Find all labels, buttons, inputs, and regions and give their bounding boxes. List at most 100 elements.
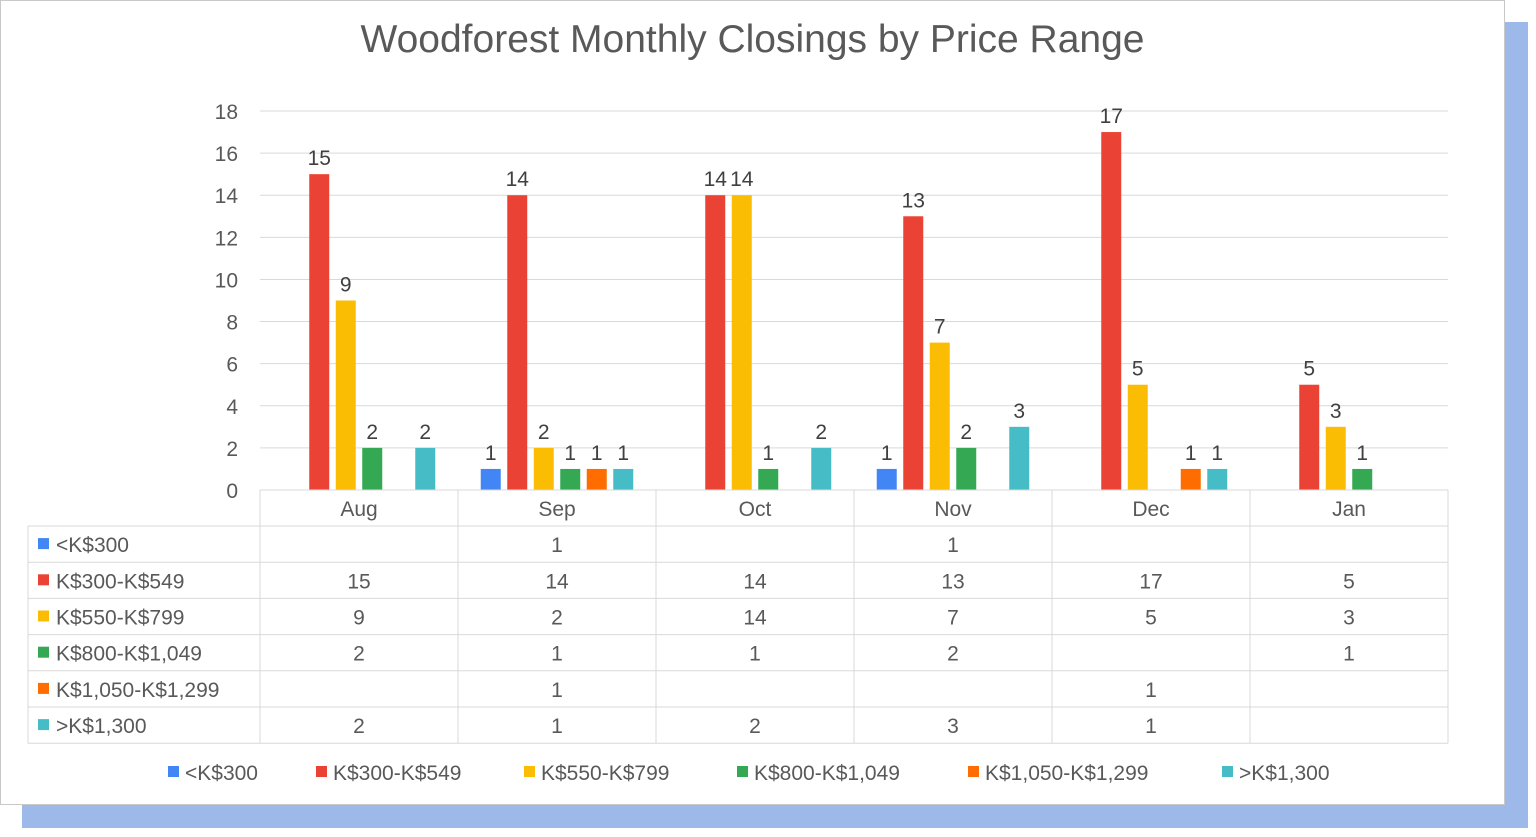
table-series-label: >K$1,300: [56, 715, 147, 738]
x-category-label: Nov: [934, 498, 972, 521]
table-legend-key: [38, 719, 49, 731]
table-cell-value: 3: [1343, 607, 1355, 630]
table-cell-value: 14: [545, 570, 569, 593]
x-category-label: Dec: [1132, 498, 1169, 521]
data-label: 1: [485, 442, 497, 465]
bar: [507, 195, 528, 490]
bar: [903, 216, 924, 490]
table-cell-value: 1: [1145, 679, 1157, 702]
bar: [1299, 384, 1320, 490]
legend-label: >K$1,300: [1239, 762, 1330, 785]
data-label: 2: [538, 421, 550, 444]
table-cell-value: 15: [347, 570, 370, 593]
y-tick-label: 0: [226, 480, 238, 503]
bar: [1101, 132, 1122, 491]
y-tick-label: 6: [226, 354, 238, 377]
bar: [956, 447, 977, 490]
table-cell-value: 1: [749, 643, 761, 666]
x-category-label: Oct: [739, 498, 772, 521]
bar: [1009, 426, 1030, 490]
data-label: 1: [881, 442, 893, 465]
bar: [415, 447, 436, 490]
table-cell-value: 5: [1343, 570, 1355, 593]
table-legend-key: [38, 646, 49, 658]
bar: [335, 300, 356, 490]
table-cell-value: 17: [1139, 570, 1162, 593]
table-cell-value: 2: [353, 715, 365, 738]
bar: [811, 447, 832, 490]
bar: [1180, 468, 1201, 490]
data-label: 2: [960, 421, 972, 444]
data-label: 3: [1330, 400, 1342, 423]
table-cell-value: 14: [743, 570, 767, 593]
bar: [1207, 468, 1228, 490]
data-label: 14: [704, 168, 728, 191]
table-cell-value: 1: [1343, 643, 1355, 666]
legend-label: K$300-K$549: [333, 762, 461, 785]
bar: [480, 468, 501, 490]
bar: [1352, 468, 1373, 490]
legend-label: K$550-K$799: [541, 762, 669, 785]
bar: [586, 468, 607, 490]
data-label: 1: [1211, 442, 1223, 465]
y-tick-label: 14: [215, 185, 239, 208]
legend-key: [737, 766, 748, 777]
legend-key: [1222, 766, 1233, 777]
data-label: 3: [1013, 400, 1025, 423]
legend-label: <K$300: [185, 762, 258, 785]
bar: [705, 195, 726, 490]
data-label: 1: [762, 442, 774, 465]
bar: [758, 468, 779, 490]
table-cell-value: 1: [1145, 715, 1157, 738]
chart-title: Woodforest Monthly Closings by Price Ran…: [360, 18, 1145, 61]
table-cell-value: 2: [551, 607, 563, 630]
table-cell-value: 14: [743, 607, 767, 630]
data-label: 1: [617, 442, 629, 465]
data-label: 14: [506, 168, 530, 191]
table-series-label: K$1,050-K$1,299: [56, 679, 219, 702]
y-tick-label: 2: [226, 438, 238, 461]
x-category-label: Aug: [340, 498, 377, 521]
data-label: 2: [419, 421, 431, 444]
table-series-label: <K$300: [56, 534, 129, 557]
bar: [533, 447, 554, 490]
bar: [362, 447, 383, 490]
y-tick-label: 12: [215, 227, 238, 250]
legend-key: [316, 766, 327, 777]
data-label: 2: [815, 421, 827, 444]
bar: [731, 195, 752, 490]
data-label: 5: [1303, 358, 1315, 381]
bar: [929, 342, 950, 490]
y-tick-label: 18: [215, 101, 238, 124]
table-cell-value: 2: [353, 643, 365, 666]
legend-label: K$800-K$1,049: [754, 762, 900, 785]
bar: [309, 174, 330, 490]
table-cell-value: 5: [1145, 607, 1157, 630]
y-tick-label: 8: [226, 312, 238, 335]
bar: [560, 468, 581, 490]
table-cell-value: 13: [941, 570, 964, 593]
data-label: 7: [934, 316, 946, 339]
y-tick-label: 4: [226, 396, 238, 419]
data-label: 5: [1132, 358, 1144, 381]
bar: [1325, 426, 1346, 490]
data-label: 9: [340, 274, 352, 297]
table-series-label: K$800-K$1,049: [56, 643, 202, 666]
table-cell-value: 1: [551, 679, 563, 702]
bar: [613, 468, 634, 490]
x-category-label: Sep: [538, 498, 575, 521]
table-legend-key: [38, 538, 49, 550]
data-label: 1: [1185, 442, 1197, 465]
bar: [1127, 384, 1148, 490]
legend-label: K$1,050-K$1,299: [985, 762, 1148, 785]
table-cell-value: 1: [551, 534, 563, 557]
data-label: 15: [308, 147, 331, 170]
table-cell-value: 1: [551, 715, 563, 738]
table-legend-key: [38, 610, 49, 622]
table-series-label: K$300-K$549: [56, 570, 184, 593]
y-tick-label: 16: [215, 143, 238, 166]
data-label: 2: [366, 421, 378, 444]
table-cell-value: 2: [947, 643, 959, 666]
y-tick-label: 10: [215, 269, 238, 292]
